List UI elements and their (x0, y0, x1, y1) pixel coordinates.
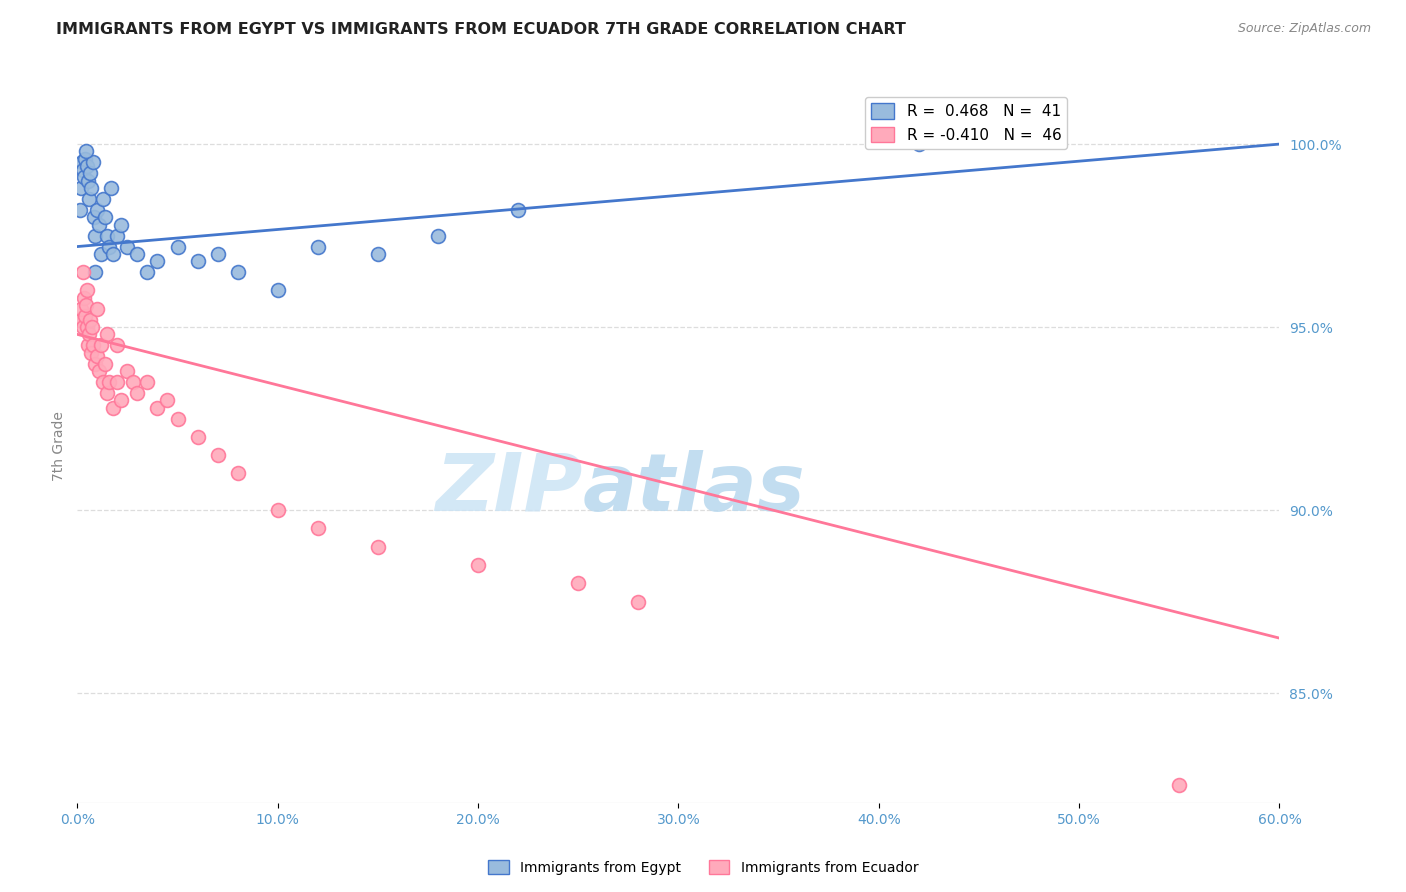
Text: IMMIGRANTS FROM EGYPT VS IMMIGRANTS FROM ECUADOR 7TH GRADE CORRELATION CHART: IMMIGRANTS FROM EGYPT VS IMMIGRANTS FROM… (56, 22, 905, 37)
Point (267, 284, 290, 298)
Point (207, 247, 229, 261)
Point (80, 181, 103, 195)
Point (136, 375, 159, 389)
Point (77, 338, 100, 352)
Point (72, 162, 94, 177)
Point (107, 338, 129, 352)
Point (93, 375, 115, 389)
Point (98, 375, 121, 389)
Point (86, 349, 108, 363)
Point (72, 265, 94, 279)
Point (96, 327, 118, 342)
Point (307, 239, 329, 253)
Point (307, 521, 329, 535)
Point (90, 338, 112, 352)
Point (83, 211, 105, 225)
Point (567, 576, 589, 591)
Point (84, 357, 107, 371)
Point (110, 218, 132, 232)
Point (73, 169, 96, 184)
Point (136, 265, 159, 279)
Point (72, 320, 94, 334)
Point (127, 386, 149, 401)
Point (75, 152, 97, 166)
Point (82, 338, 104, 352)
Point (86, 202, 108, 217)
Point (427, 228, 450, 243)
Point (467, 558, 489, 572)
Point (187, 430, 209, 444)
Point (76, 320, 98, 334)
Point (96, 386, 118, 401)
Point (76, 284, 98, 298)
Point (117, 364, 139, 378)
Point (79, 166, 101, 180)
Point (107, 228, 129, 243)
Point (117, 239, 139, 253)
Y-axis label: 7th Grade: 7th Grade (52, 411, 66, 481)
Point (107, 375, 129, 389)
Point (70, 301, 93, 316)
Point (82, 320, 104, 334)
Point (367, 247, 389, 261)
Point (908, 137, 931, 152)
Point (79, 192, 101, 206)
Point (187, 254, 209, 268)
Point (90, 247, 112, 261)
Point (166, 411, 188, 425)
Point (267, 503, 290, 517)
Text: Source: ZipAtlas.com: Source: ZipAtlas.com (1237, 22, 1371, 36)
Point (146, 401, 169, 415)
Point (75, 298, 97, 312)
Point (94, 211, 117, 225)
Point (103, 247, 125, 261)
Point (84, 265, 107, 279)
Point (100, 181, 122, 195)
Point (82, 155, 104, 169)
Legend: Immigrants from Egypt, Immigrants from Ecuador: Immigrants from Egypt, Immigrants from E… (482, 855, 924, 880)
Point (72, 155, 94, 169)
Point (166, 239, 188, 253)
Point (79, 327, 101, 342)
Point (75, 145, 97, 159)
Point (122, 375, 145, 389)
Point (226, 467, 249, 481)
Point (98, 239, 121, 253)
Point (110, 393, 132, 408)
Point (367, 540, 389, 554)
Point (207, 448, 229, 462)
Legend: R =  0.468   N =  41, R = -0.410   N =  46: R = 0.468 N = 41, R = -0.410 N = 46 (865, 97, 1067, 149)
Point (75, 309, 97, 323)
Point (627, 594, 650, 608)
Point (69, 202, 91, 217)
Point (73, 291, 96, 305)
Point (89, 218, 111, 232)
Point (96, 228, 118, 243)
Point (508, 202, 530, 217)
Point (80, 345, 103, 359)
Point (146, 254, 169, 268)
Point (94, 357, 117, 371)
Point (79, 312, 101, 326)
Point (89, 364, 111, 378)
Point (76, 159, 98, 173)
Point (70, 181, 93, 195)
Point (103, 401, 125, 415)
Point (226, 265, 249, 279)
Point (127, 247, 149, 261)
Text: atlas: atlas (582, 450, 806, 528)
Point (67, 312, 90, 326)
Point (86, 301, 108, 316)
Text: ZIP: ZIP (434, 450, 582, 528)
Point (84, 228, 107, 243)
Point (77, 174, 100, 188)
Point (1168, 777, 1191, 791)
Point (93, 192, 115, 206)
Point (156, 393, 179, 408)
